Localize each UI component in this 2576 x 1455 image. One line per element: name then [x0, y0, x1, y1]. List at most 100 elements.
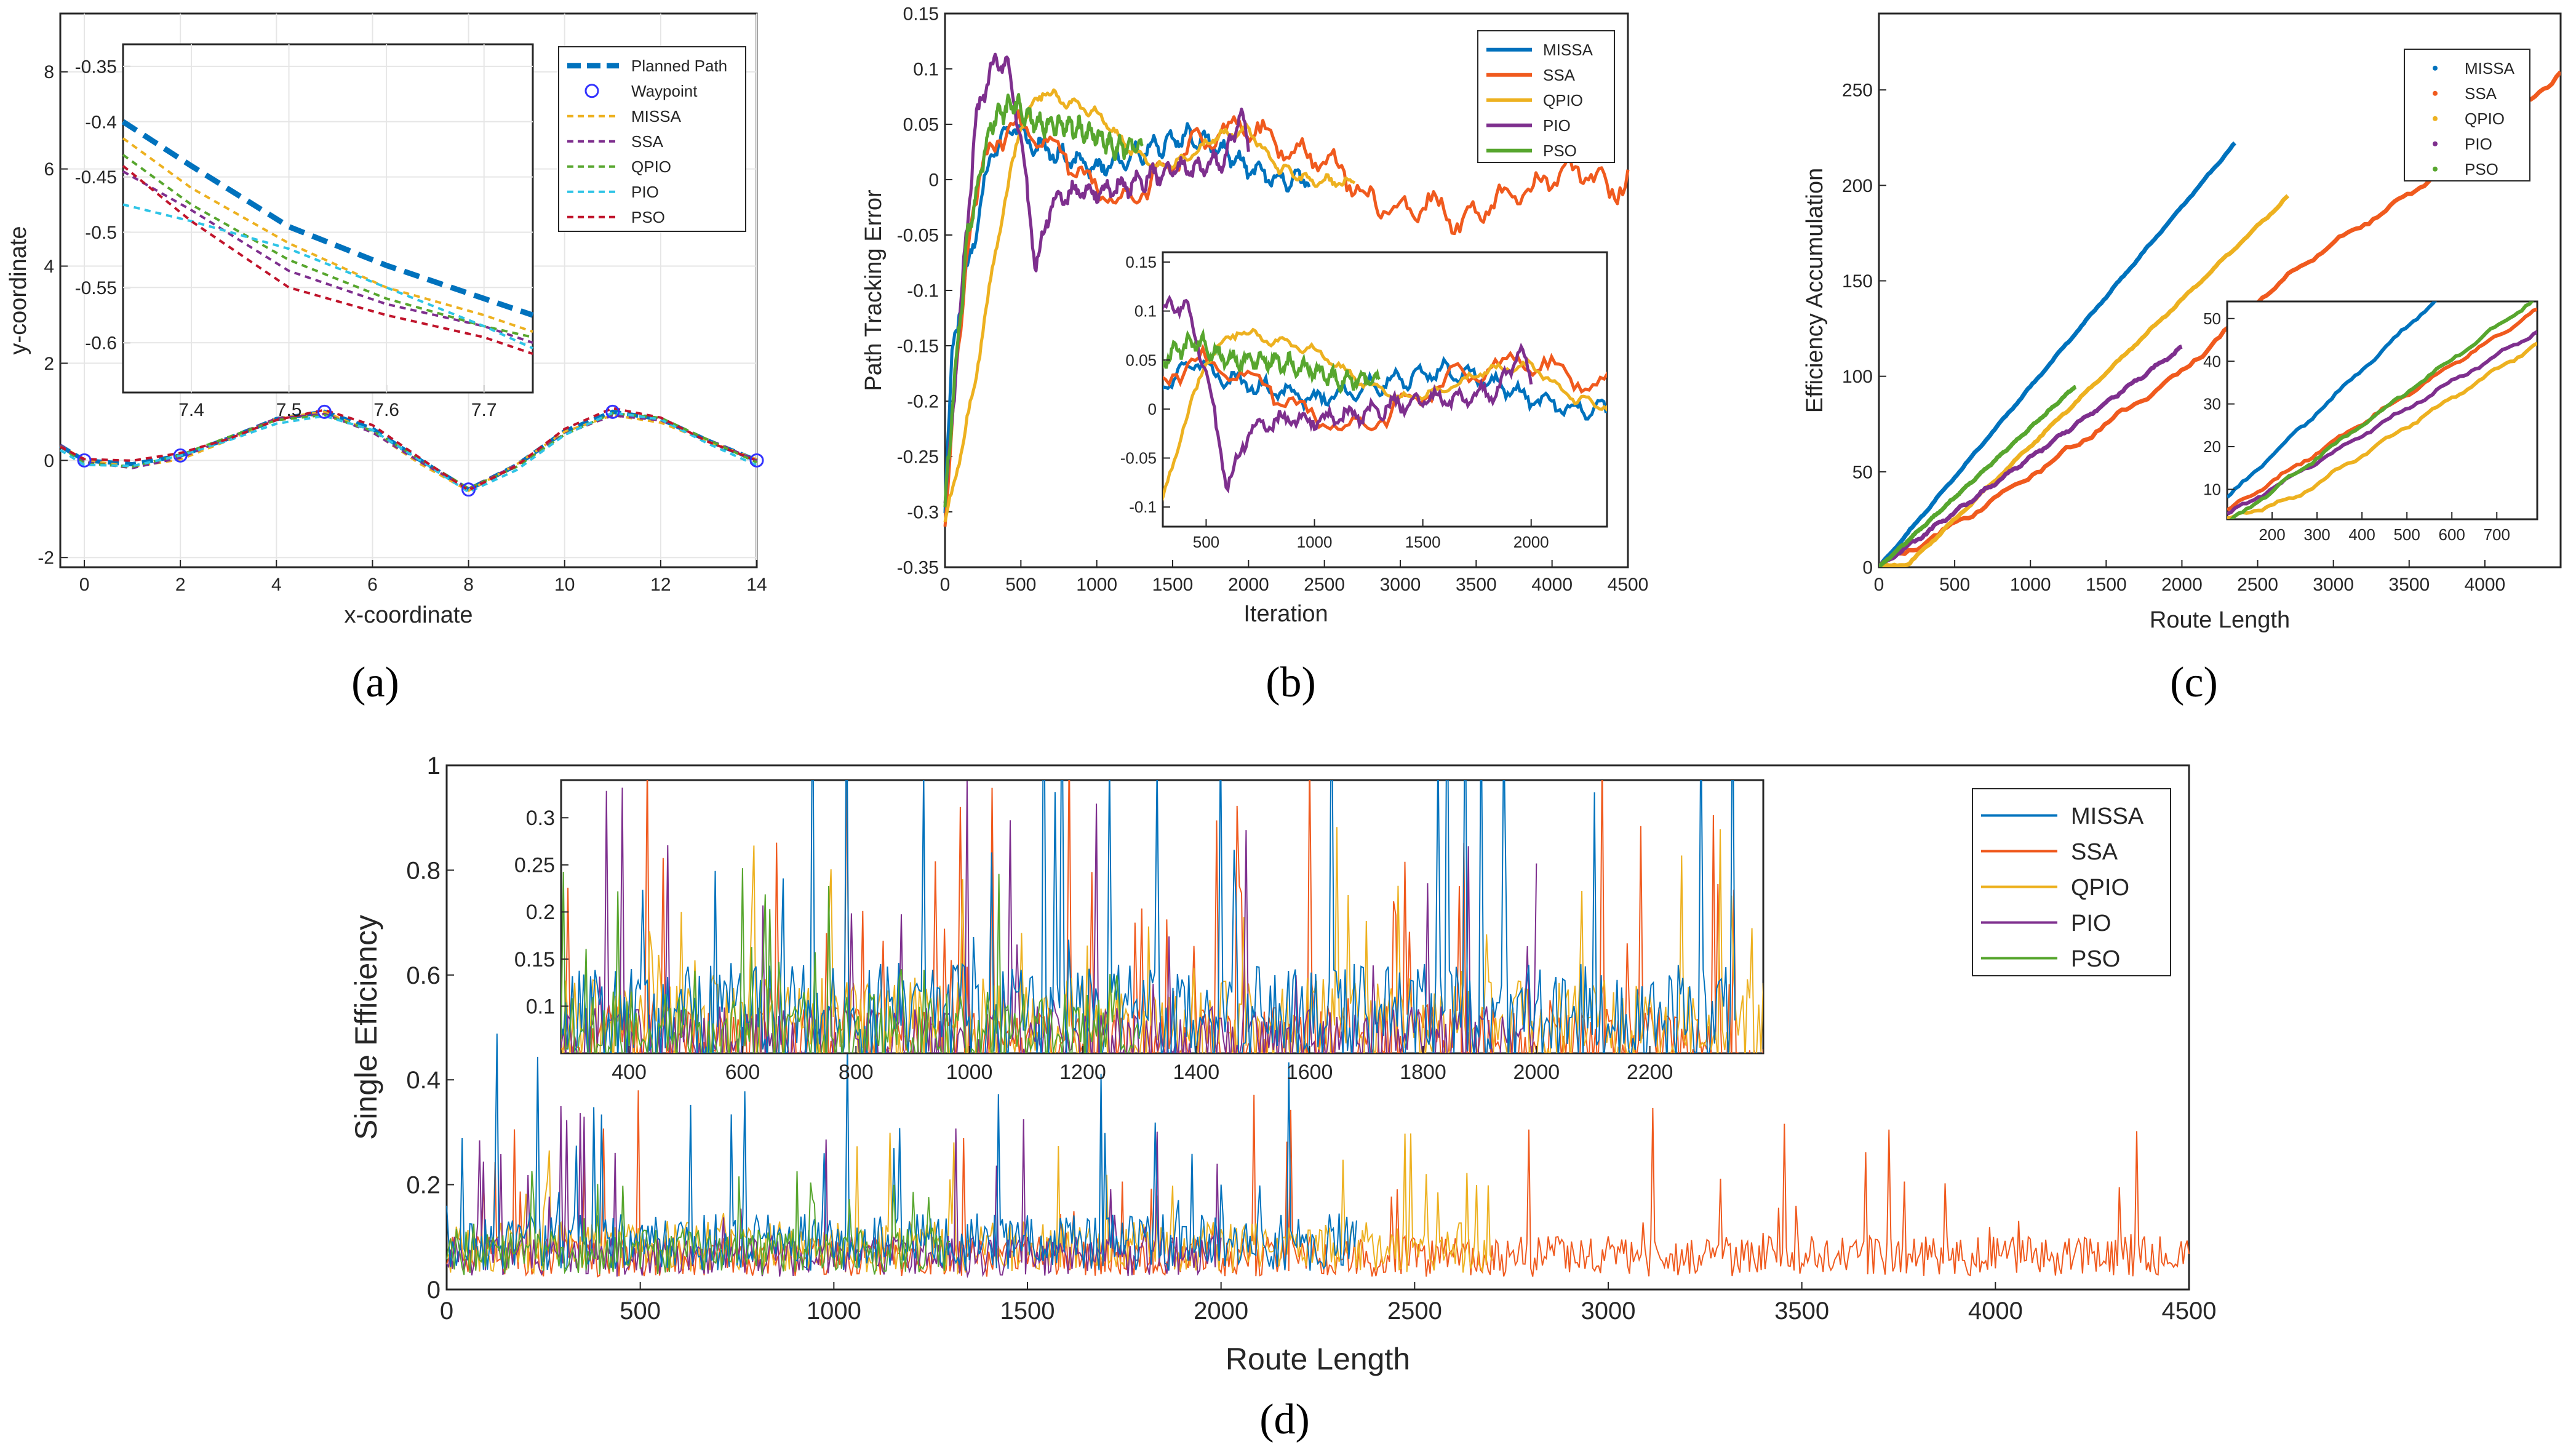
panel-d-ticks: 0 500 1000 1500 2000 2500 3000 3500 4000 4500 0 0.2…: [406, 752, 2216, 1325]
x-tick-label: 7.7: [471, 400, 497, 420]
inset-line-ssa: [122, 170, 533, 344]
y-tick-label: 0.1: [913, 60, 939, 80]
x-tick-label: 1000: [1297, 533, 1333, 551]
inset-line-missa: [122, 137, 533, 333]
waypoint-marker: [77, 453, 92, 468]
x-tick-label: 2000: [1194, 1298, 1248, 1325]
series-line-pso: [1879, 385, 2077, 567]
y-tick-label: 100: [1842, 367, 1873, 387]
inset-series: [561, 780, 1763, 1053]
x-tick-label: 6: [367, 575, 378, 595]
y-tick-label: 0.8: [406, 857, 441, 884]
y-tick-label: 0.2: [526, 901, 555, 924]
panel-a-xlabel: x-coordinate: [344, 602, 473, 628]
legend-label: MISSA: [2071, 803, 2144, 829]
y-tick-label: 0.1: [526, 995, 555, 1018]
x-tick-label: 4500: [2162, 1298, 2217, 1325]
series-line-ssa: [943, 109, 1630, 527]
panel-c-caption: (c): [2170, 659, 2218, 706]
y-tick-label: -0.05: [1120, 449, 1157, 468]
series-line-qpio: [1879, 194, 2290, 567]
x-tick-label: 1400: [1173, 1061, 1219, 1084]
series-line-pso: [943, 93, 1144, 508]
y-tick-label: 0: [928, 170, 939, 191]
legend-label: PSO: [631, 208, 665, 226]
inset-line-planned-path: [121, 119, 534, 318]
x-tick-label: 500: [1193, 533, 1219, 551]
legend-marker: [2433, 116, 2438, 121]
series-line-pso: [446, 1171, 951, 1275]
inset-series: [1163, 294, 1607, 502]
y-tick-label: 0.1: [1134, 302, 1157, 321]
legend-label: Planned Path: [631, 57, 727, 75]
panel-a-series: [59, 404, 764, 497]
series-line-missa: [943, 121, 1311, 513]
panel-b-ticks: 0 500 1000 1500 2000 2500 3000 3500 4000 4500 -0.3…: [897, 4, 1649, 596]
x-tick-label: 2500: [1304, 575, 1345, 595]
x-tick-label: 7.6: [373, 400, 399, 420]
y-tick-label: 50: [2203, 309, 2221, 328]
y-tick-label: -0.1: [1129, 498, 1157, 516]
x-tick-label: 1000: [807, 1298, 861, 1325]
y-tick-label: 1: [427, 752, 441, 779]
y-tick-label: 250: [1842, 81, 1873, 101]
x-tick-label: 2000: [1513, 1061, 1560, 1084]
waypoint-marker: [749, 453, 764, 468]
legend-box: [1477, 30, 1615, 163]
panel-c-inset: 200 300 400 500 600 700 10 20 30 40 50: [2203, 300, 2538, 544]
legend-label: PIO: [2465, 135, 2492, 153]
panel-a-ylabel: y-coordinate: [6, 226, 31, 354]
legend-label: MISSA: [2465, 59, 2515, 78]
legend-marker: [584, 84, 599, 98]
inset-box: [1162, 251, 1608, 528]
y-tick-label: 6: [44, 159, 54, 180]
y-tick-label: 0: [44, 451, 54, 471]
legend-marker: [2433, 141, 2438, 146]
x-tick-label: 200: [2259, 525, 2285, 544]
y-tick-label: 0.05: [903, 115, 939, 135]
panel-a-caption: (a): [351, 659, 399, 706]
panel-b-ylabel: Path Tracking Error: [861, 189, 887, 391]
x-tick-label: 7.5: [276, 400, 302, 420]
y-tick-label: -0.6: [85, 333, 117, 354]
legend-label: PSO: [2071, 946, 2120, 972]
y-tick-label: -0.05: [897, 226, 939, 246]
y-tick-label: 0.25: [514, 854, 555, 877]
y-tick-label: -0.4: [85, 112, 117, 132]
legend-label: QPIO: [1543, 91, 1583, 110]
x-tick-label: 500: [620, 1298, 661, 1325]
x-tick-label: 1000: [2010, 575, 2051, 595]
x-tick-label: 3500: [1774, 1298, 1829, 1325]
x-tick-label: 400: [2348, 525, 2375, 544]
panel-a-legend: Planned Path Waypoint MISSA SSA QPIO PIO PSO: [558, 46, 746, 232]
x-tick-label: 4000: [1968, 1298, 2023, 1325]
y-tick-label: 200: [1842, 176, 1873, 196]
x-tick-label: 1500: [2086, 575, 2127, 595]
x-tick-label: 4: [271, 575, 282, 595]
waypoint-marker: [461, 482, 476, 497]
inset-line-pio: [122, 203, 533, 349]
panel-b-legend: MISSA SSA QPIO PIO PSO: [1477, 30, 1615, 163]
panel-a-chart: 0 2 4 6 8 10 12 14 -2 0 2 4 6 8 7.4 7.5 7.6 7.7 -0.35 -0.4…: [6, 12, 767, 706]
x-tick-label: 700: [2484, 525, 2510, 544]
legend-box: [1972, 788, 2171, 976]
inset-line-pio: [1163, 294, 1533, 494]
legend-label: PIO: [1543, 116, 1571, 135]
x-tick-label: 4000: [2465, 575, 2506, 595]
x-tick-label: 500: [1939, 575, 1970, 595]
y-tick-label: 0: [1862, 558, 1873, 578]
y-tick-label: 0.15: [903, 4, 939, 25]
x-tick-label: 14: [746, 575, 767, 595]
x-tick-label: 600: [2439, 525, 2465, 544]
x-tick-label: 2200: [1627, 1061, 1673, 1084]
x-tick-label: 2000: [1228, 575, 1269, 595]
x-tick-label: 3500: [1456, 575, 1497, 595]
x-tick-label: 0: [940, 575, 951, 595]
y-tick-label: 150: [1842, 271, 1873, 292]
x-tick-label: 1000: [946, 1061, 993, 1084]
x-tick-label: 1500: [1152, 575, 1194, 595]
y-tick-label: -0.15: [897, 337, 939, 357]
inset-box: [122, 43, 534, 394]
inset-line-missa: [561, 780, 1736, 1053]
